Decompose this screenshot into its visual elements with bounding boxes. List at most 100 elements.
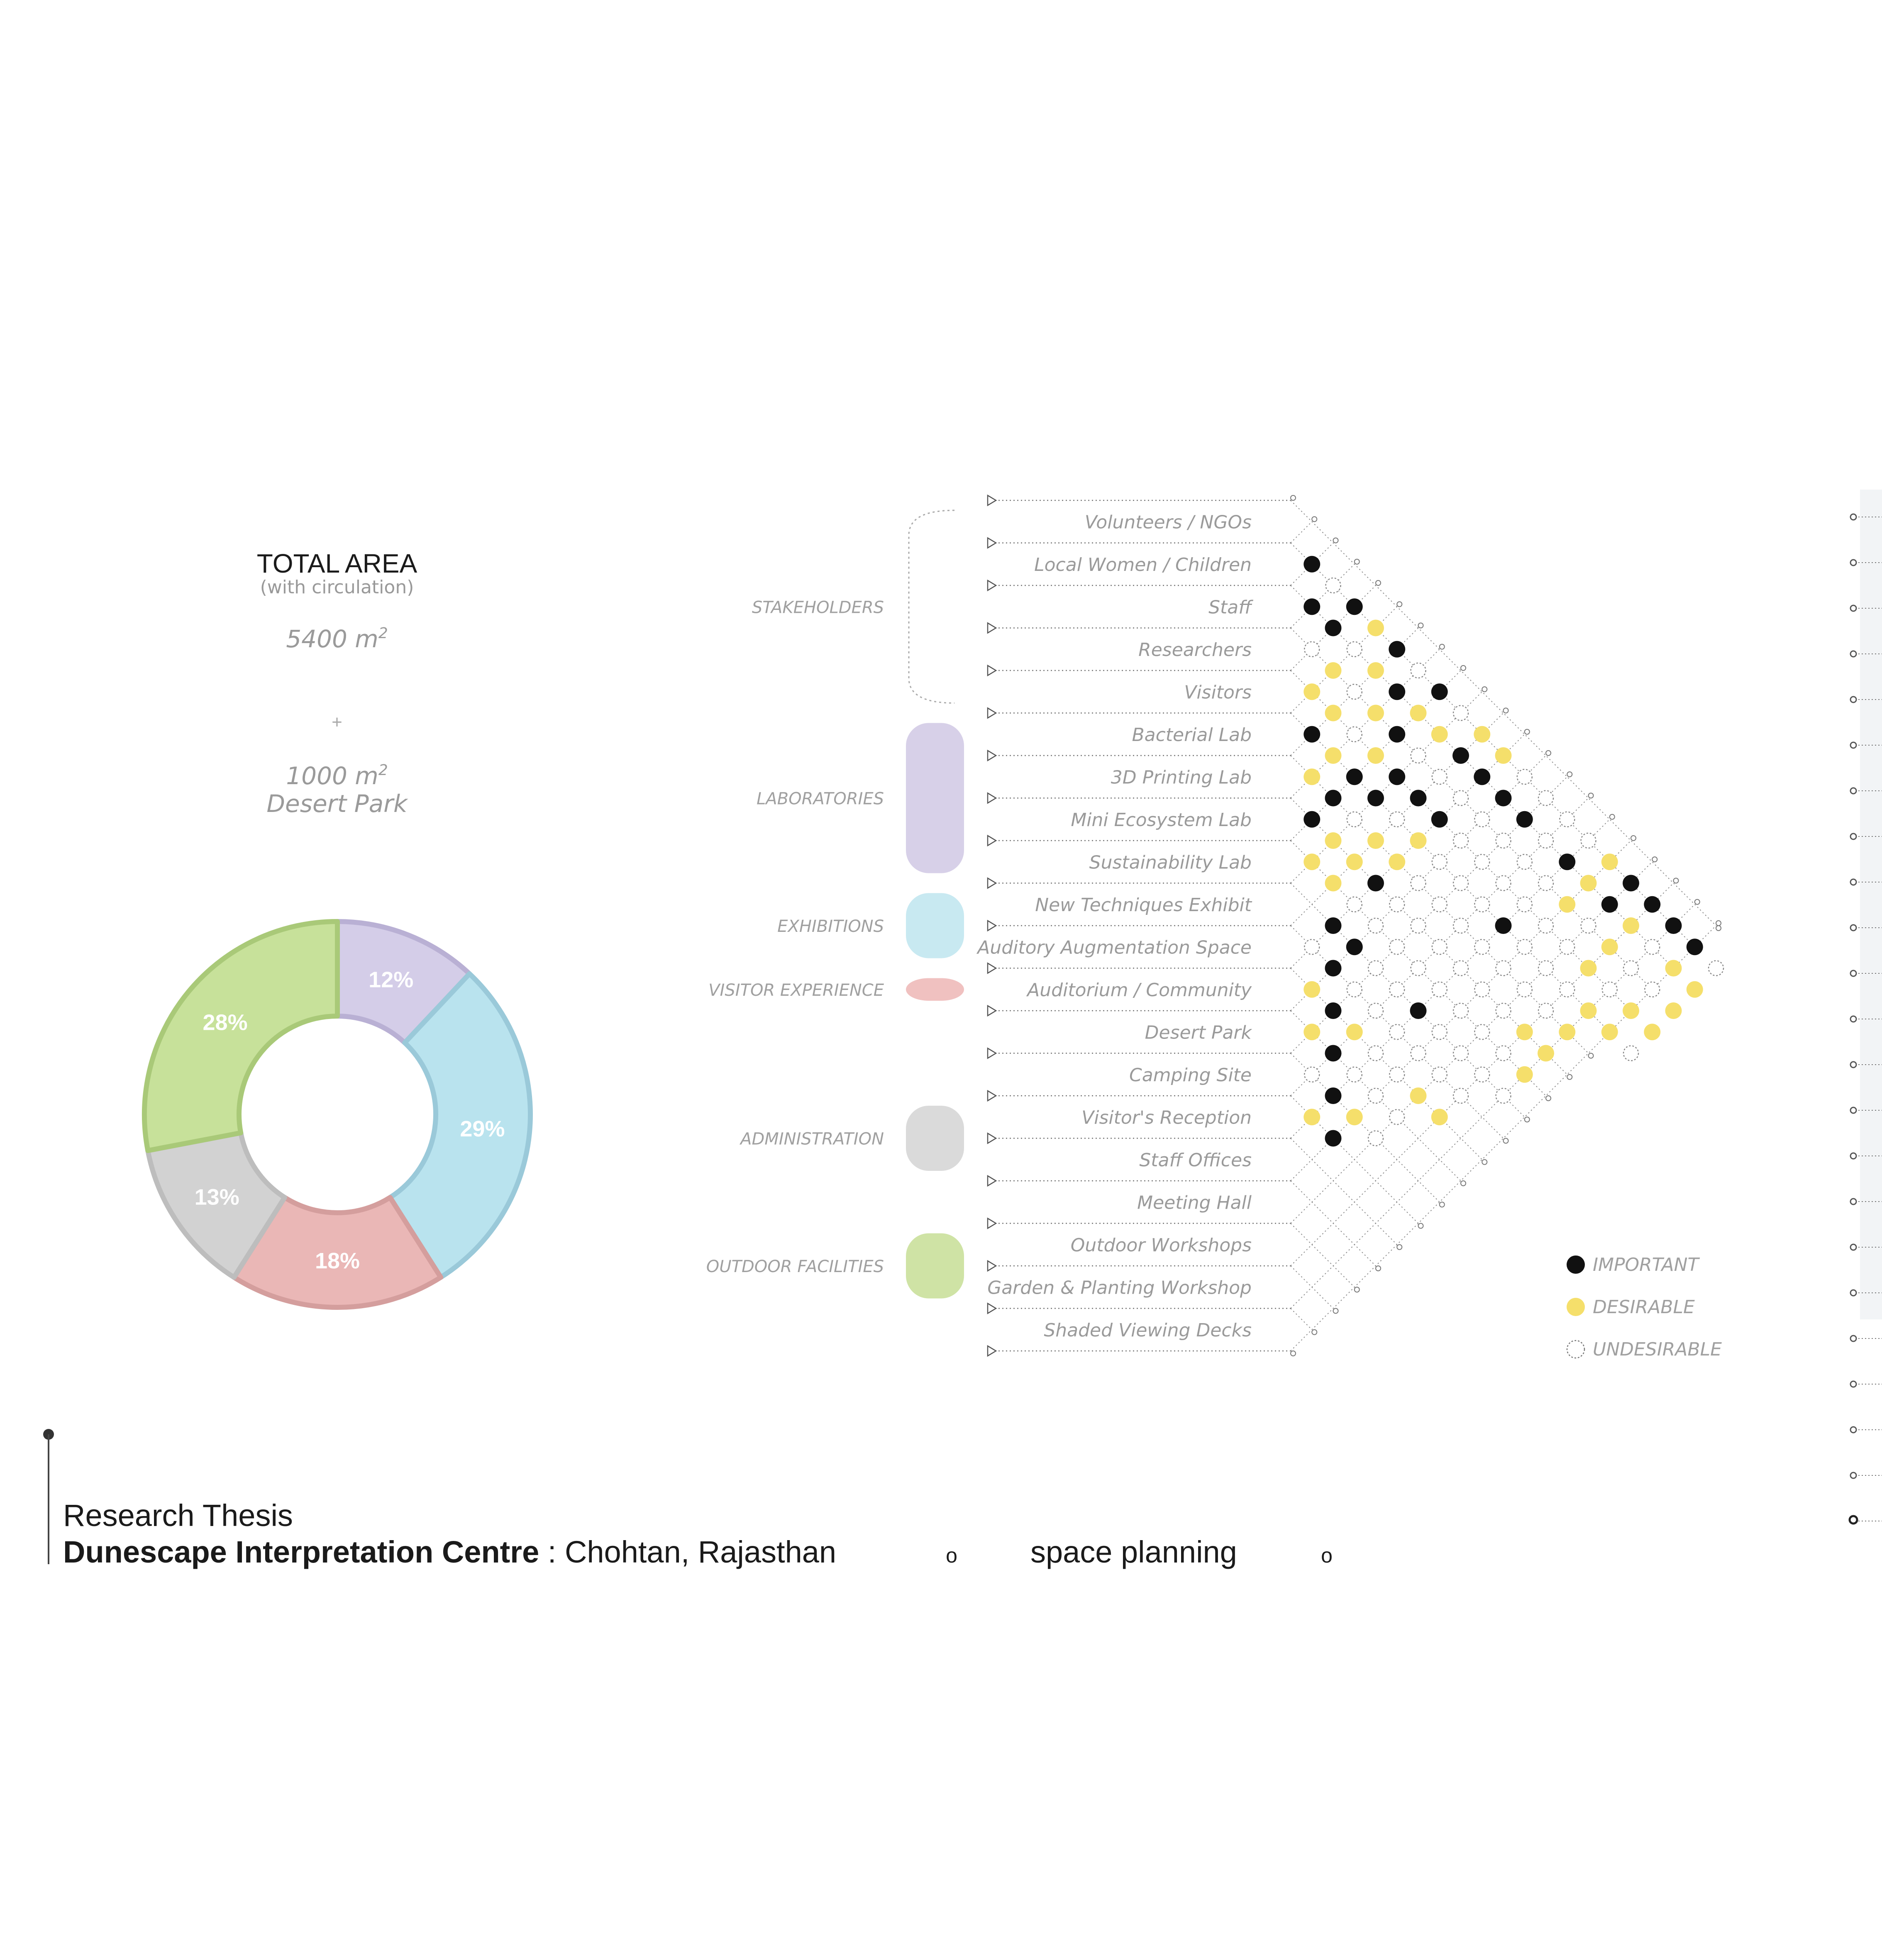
edge-marker-icon: [1850, 1107, 1857, 1114]
grid-end-icon: [1631, 835, 1636, 841]
undesirable-dot: [1389, 1109, 1405, 1125]
undesirable-dot: [1389, 896, 1405, 912]
group-color-bar: [906, 978, 964, 1001]
desirable-dot: [1623, 917, 1639, 934]
undesirable-dot: [1559, 811, 1575, 827]
total-area-subtitle: (with circulation): [260, 577, 414, 598]
footer: Research Thesis Dunescape Interpretation…: [43, 1429, 1333, 1569]
desirable-dot: [1325, 747, 1342, 764]
space-rows: Volunteers / NGOs Local Women / Children S…: [976, 494, 1291, 1357]
row-arrow-icon: [987, 1090, 997, 1102]
important-dot: [1431, 811, 1448, 828]
grid-line: [1290, 564, 1355, 629]
undesirable-dot: [1474, 1066, 1490, 1082]
undesirable-dot: [1495, 832, 1511, 849]
row-arrow-icon: [987, 1302, 997, 1314]
grid-end-icon: [1524, 1117, 1530, 1123]
edge-marker-icon: [1850, 513, 1857, 521]
edge-marker-icon: [1848, 1515, 1858, 1525]
grid-line: [1290, 819, 1610, 1139]
edge-marker-icon: [1850, 1472, 1857, 1479]
undesirable-dot: [1559, 939, 1575, 955]
footer-title: Dunescape Interpretation Centre : Chohta…: [63, 1535, 836, 1569]
desirable-dot: [1580, 875, 1597, 892]
important-dot: [1623, 875, 1639, 892]
donut-slice-label: 18%: [315, 1248, 360, 1273]
grid-line: [1290, 627, 1653, 990]
desirable-dot: [1346, 1109, 1363, 1126]
edge-panel: [1860, 490, 1882, 1319]
footer-marker-2: o: [1321, 1544, 1333, 1567]
grid-end-icon: [1311, 1329, 1318, 1335]
undesirable-dot: [1452, 875, 1469, 891]
undesirable-dot: [1431, 981, 1448, 997]
stakeholder-bracket: [908, 510, 955, 704]
undesirable-dot: [1644, 939, 1660, 955]
group-color-bar: [906, 1233, 964, 1299]
undesirable-dot: [1325, 577, 1341, 594]
grid-end-icon: [1290, 495, 1296, 501]
legend-desirable-icon: [1567, 1298, 1585, 1316]
space-label: Volunteers / NGOs: [1085, 512, 1252, 533]
desirable-dot: [1303, 1109, 1321, 1126]
grid-end-icon: [1439, 1202, 1445, 1208]
grid-end-icon: [1588, 792, 1594, 799]
space-label: 3D Printing Lab: [1111, 767, 1252, 788]
undesirable-dot: [1538, 917, 1554, 934]
desirable-dot: [1303, 981, 1321, 998]
edge-marker-icon: [1850, 1061, 1857, 1068]
space-label: Auditory Augmentation Space: [976, 937, 1252, 958]
space-label: Staff Offices: [1139, 1150, 1252, 1171]
edge-marker-icon: [1850, 924, 1857, 931]
important-dot: [1303, 598, 1321, 615]
space-label: Auditorium / Community: [1026, 980, 1252, 1001]
group-label: LABORATORIES: [757, 790, 884, 809]
grid-line: [1290, 691, 1482, 884]
important-dot: [1325, 1002, 1342, 1019]
edge-marker-icon: [1850, 1152, 1857, 1160]
grid-end-icon: [1482, 686, 1488, 692]
row-arrow-icon: [987, 494, 997, 507]
undesirable-dot: [1601, 981, 1618, 997]
desirable-dot: [1580, 1002, 1597, 1019]
undesirable-dot: [1452, 705, 1469, 721]
donut-slice-label: 12%: [369, 968, 413, 992]
undesirable-dot: [1410, 747, 1426, 764]
row-arrow-icon: [987, 962, 997, 974]
legend-undesirable-icon: [1566, 1340, 1585, 1359]
legend-label: DESIRABLE: [1593, 1297, 1695, 1318]
desirable-dot: [1474, 726, 1491, 743]
undesirable-dot: [1389, 981, 1405, 997]
desirable-dot: [1559, 896, 1576, 913]
edge-marker-icon: [1850, 787, 1857, 795]
undesirable-dot: [1516, 981, 1533, 997]
row-arrow-icon: [987, 749, 997, 762]
grid-end-icon: [1333, 537, 1339, 544]
row-arrow-icon: [987, 792, 997, 804]
undesirable-dot: [1304, 1066, 1320, 1082]
grid-end-icon: [1673, 878, 1679, 884]
grid-line: [1290, 734, 1525, 969]
undesirable-dot: [1452, 1002, 1469, 1019]
grid-line: [1290, 521, 1312, 544]
row-arrow-icon: [987, 1260, 997, 1272]
undesirable-dot: [1410, 1045, 1426, 1061]
grid-end-icon: [1545, 750, 1551, 756]
grid-end-icon: [1716, 920, 1721, 926]
undesirable-dot: [1644, 981, 1660, 997]
undesirable-dot: [1474, 854, 1490, 870]
undesirable-dot: [1495, 1087, 1511, 1104]
space-label: Desert Park: [1145, 1022, 1252, 1043]
undesirable-dot: [1538, 790, 1554, 806]
row-arrow-icon: [987, 622, 997, 634]
row-arrow-icon: [987, 579, 997, 592]
donut-slice-label: 29%: [460, 1117, 505, 1141]
important-dot: [1431, 683, 1448, 700]
grid-end-icon: [1439, 644, 1445, 650]
important-dot: [1665, 917, 1682, 934]
grid-end-icon: [1396, 1244, 1403, 1250]
grid-line: [1290, 606, 1397, 714]
edge-marker-icon: [1850, 1015, 1857, 1023]
group-label: OUTDOOR FACILITIES: [706, 1257, 884, 1276]
undesirable-dot: [1495, 960, 1511, 976]
